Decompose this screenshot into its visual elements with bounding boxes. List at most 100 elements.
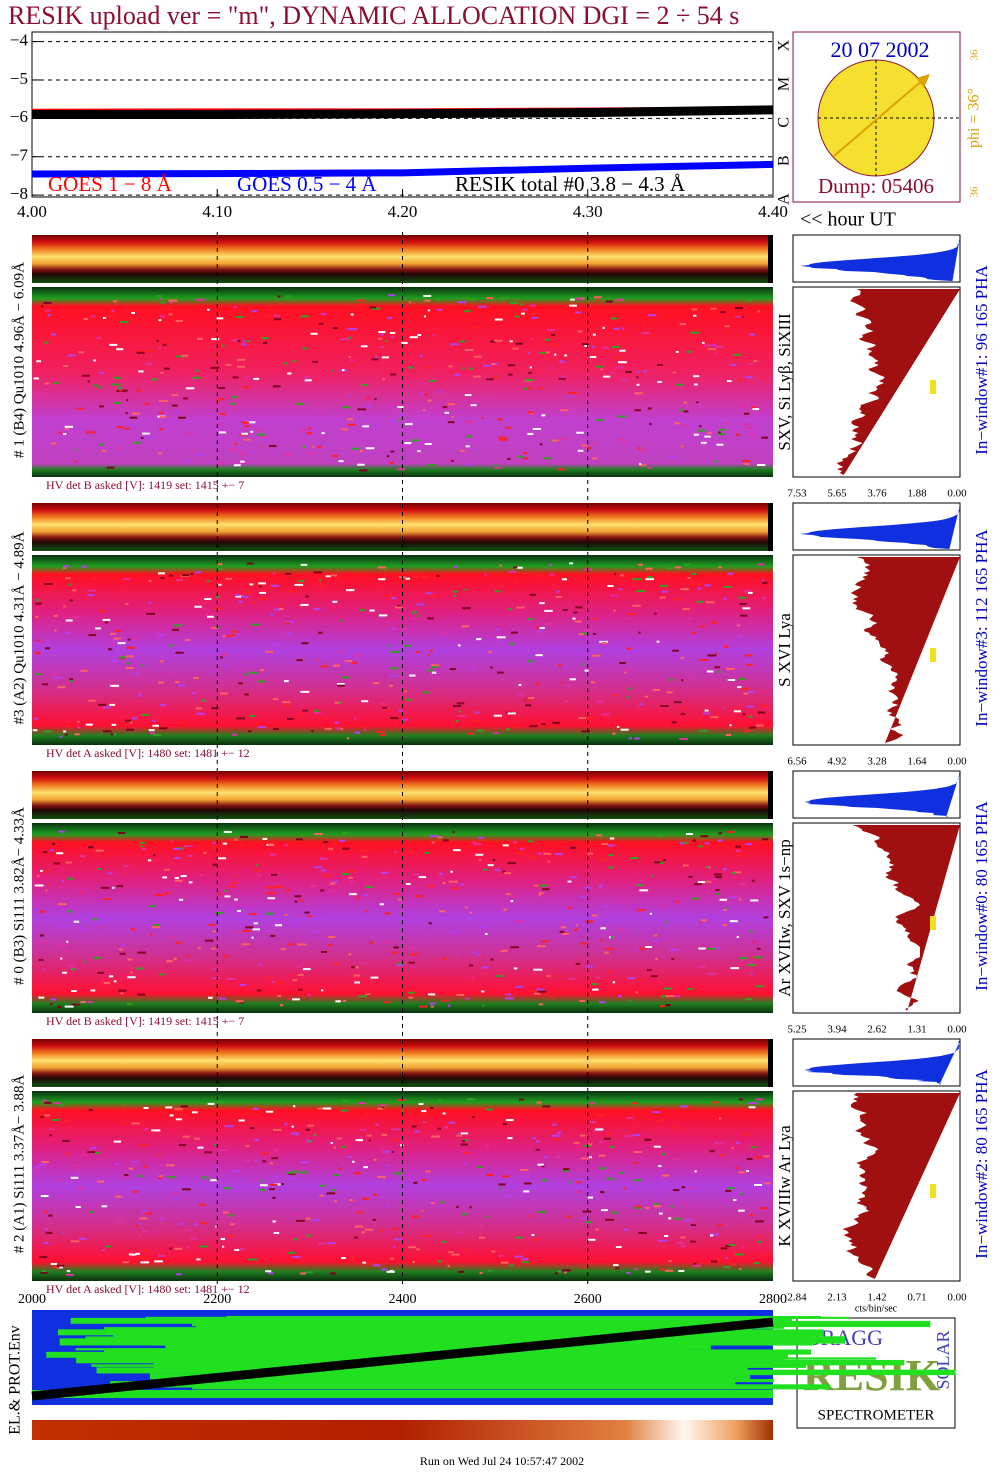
speckle (351, 661, 358, 664)
speckle (35, 602, 42, 605)
speckle (738, 1209, 745, 1212)
speckle (388, 644, 391, 647)
speckle (136, 389, 141, 392)
speckle (619, 898, 628, 901)
speckle (655, 957, 658, 960)
speckle (481, 966, 489, 969)
spectrum-map (32, 823, 773, 1013)
speckle (428, 993, 436, 996)
speckle (360, 383, 368, 386)
speckle (634, 1162, 638, 1165)
speckle (424, 299, 431, 302)
speckle (125, 602, 129, 605)
speckle (253, 1108, 259, 1111)
speckle (294, 1129, 297, 1132)
speckle (269, 1162, 274, 1165)
speckle (150, 378, 158, 381)
speckle (340, 1109, 349, 1112)
speckle (732, 353, 742, 356)
speckle (617, 361, 627, 364)
speckle (159, 428, 164, 431)
speckle (110, 632, 117, 635)
speckle (171, 840, 174, 843)
speckle (453, 595, 456, 598)
speckle (748, 726, 756, 729)
speckle (35, 615, 39, 618)
speckle (636, 376, 639, 379)
count-hist (852, 825, 960, 1011)
speckle (273, 314, 280, 317)
speckle (318, 411, 323, 414)
speckle (226, 635, 232, 638)
speckle (388, 294, 396, 297)
speckle (665, 995, 674, 998)
speckle (43, 301, 52, 304)
speckle (215, 568, 222, 571)
speckle (581, 663, 585, 666)
speckle (429, 835, 439, 838)
speckle (347, 1156, 353, 1159)
speckle (419, 382, 427, 385)
speckle (638, 703, 644, 706)
speckle (391, 951, 398, 954)
speckle (398, 709, 403, 712)
speckle (453, 565, 458, 568)
speckle (698, 729, 708, 732)
speckle (381, 616, 384, 619)
speckle (234, 1248, 240, 1251)
speckle (423, 1121, 426, 1124)
speckle (634, 409, 641, 412)
speckle (299, 1272, 307, 1275)
speckle (236, 717, 245, 720)
speckle (738, 898, 742, 901)
speckle (296, 659, 303, 662)
speckle (504, 426, 512, 429)
speckle (192, 692, 196, 695)
speckle (118, 989, 127, 992)
speckle (142, 1249, 150, 1252)
speckle (57, 455, 60, 458)
speckle (365, 396, 370, 399)
speckle (295, 914, 302, 917)
speckle (260, 1180, 264, 1183)
speckle (259, 963, 263, 966)
speckle (140, 1261, 150, 1264)
speckle (194, 1223, 200, 1226)
speckle (739, 1268, 742, 1271)
speckle (273, 1232, 280, 1235)
speckle (458, 713, 462, 716)
speckle (169, 1114, 174, 1117)
speckle (557, 1270, 561, 1273)
speckle (175, 1118, 183, 1121)
speckle (250, 451, 256, 454)
speckle (278, 604, 285, 607)
speckle (280, 948, 287, 951)
speckle (613, 609, 616, 612)
speckle (295, 402, 305, 405)
speckle (217, 563, 223, 566)
speckle (481, 990, 485, 993)
speckle (452, 831, 455, 834)
speckle (753, 1156, 763, 1159)
speckle (373, 682, 380, 685)
speckle (609, 837, 615, 840)
speckle (131, 717, 138, 720)
speckle (208, 923, 216, 926)
speckle (547, 860, 550, 863)
speckle (274, 1175, 279, 1178)
speckle (160, 1217, 164, 1220)
speckle (714, 876, 723, 879)
speckle (329, 882, 336, 885)
speckle (562, 1169, 570, 1172)
speckle (514, 1236, 523, 1239)
speckle (233, 999, 238, 1002)
speckle (207, 1102, 215, 1105)
speckle (157, 452, 162, 455)
speckle (448, 1121, 456, 1124)
speckle (491, 1250, 496, 1253)
speckle (300, 690, 310, 693)
speckle (247, 421, 256, 424)
speckle (727, 657, 730, 660)
speckle (598, 1167, 607, 1170)
speckle (223, 665, 228, 668)
